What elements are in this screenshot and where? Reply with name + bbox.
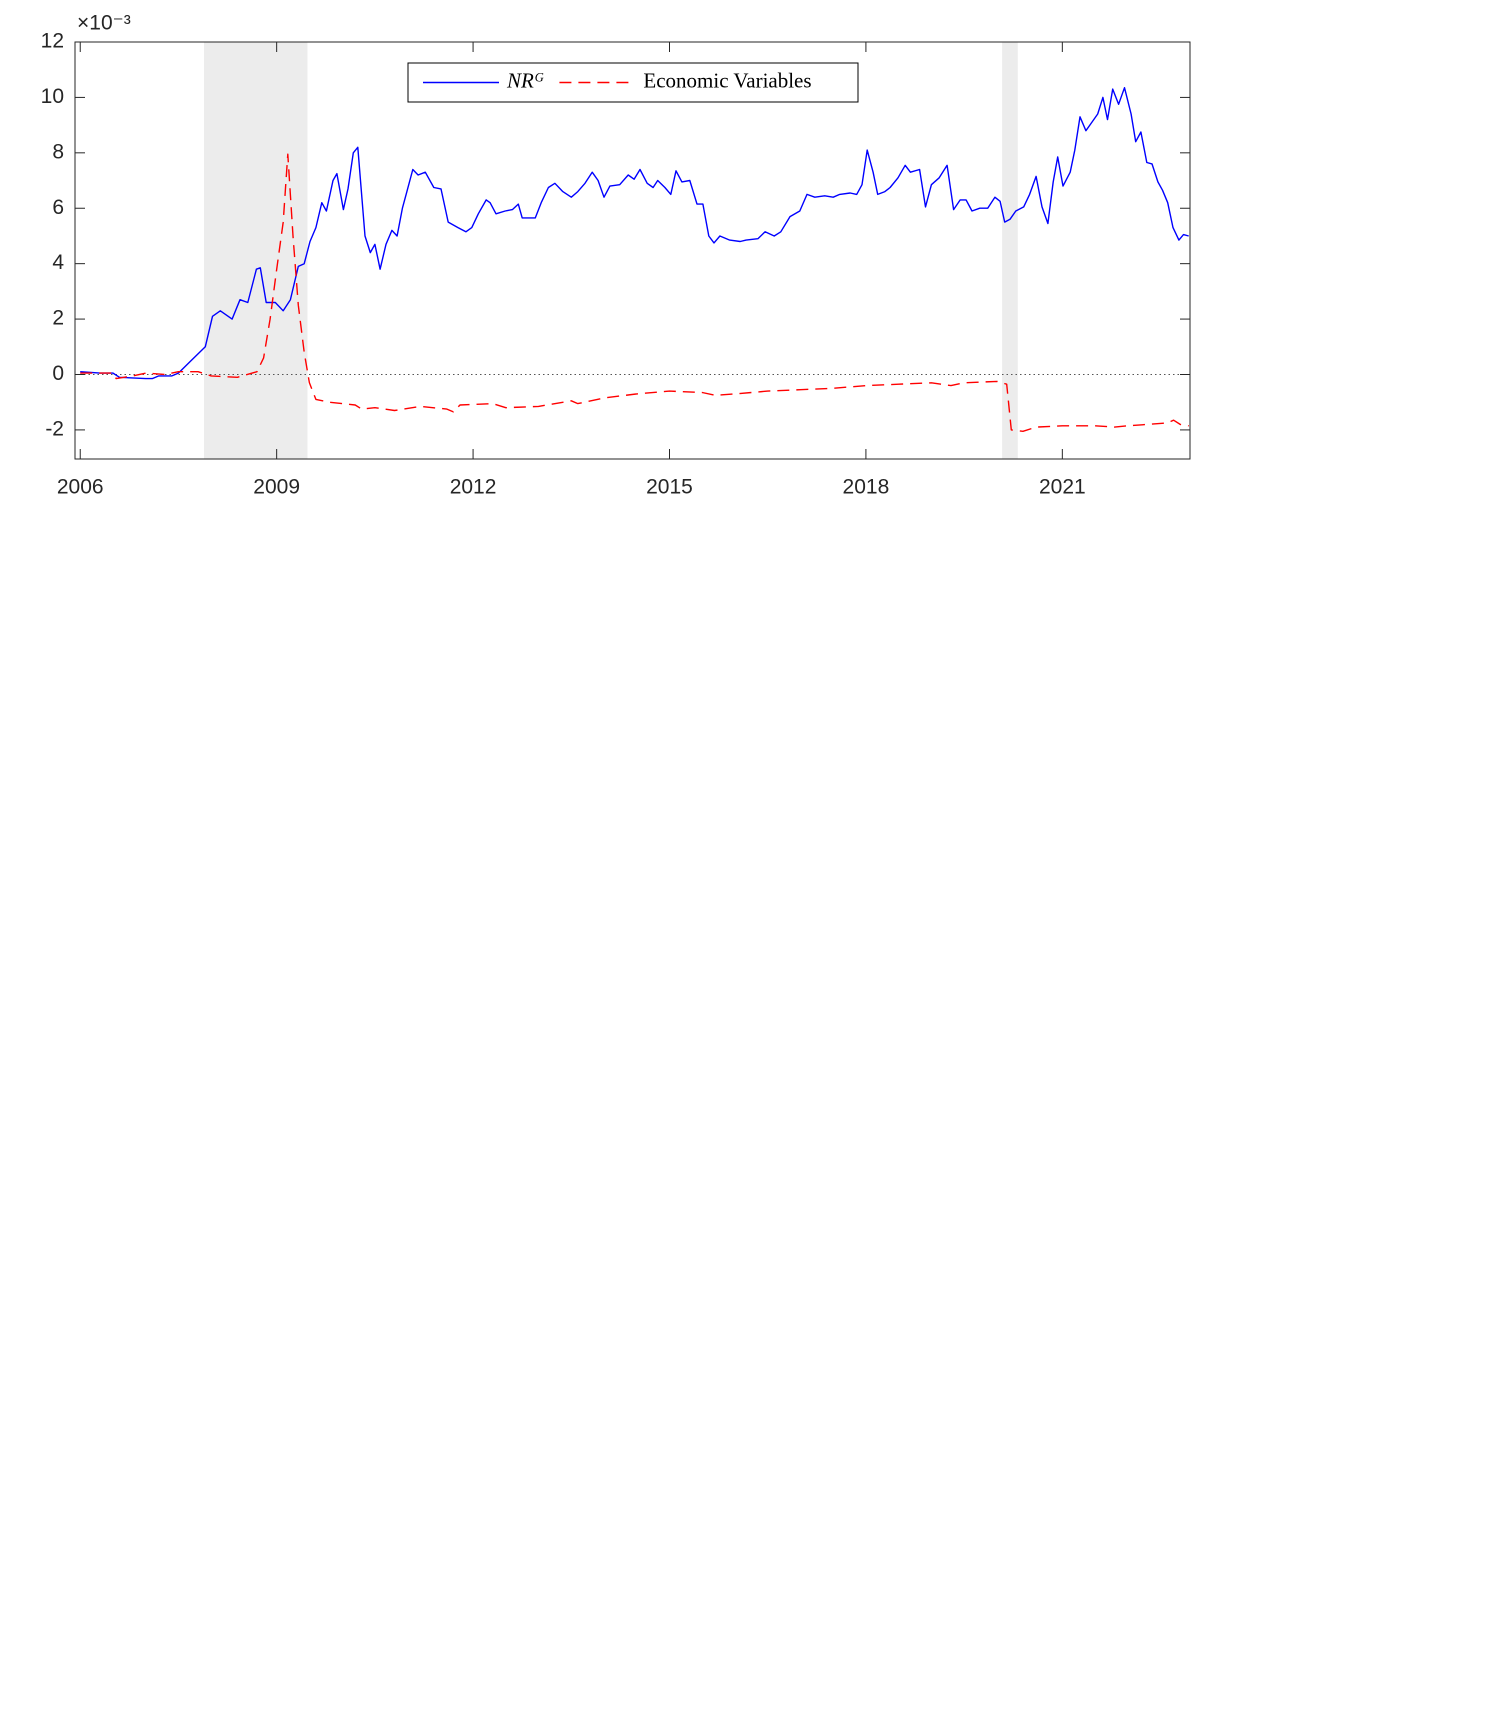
legend-label: NRᴳ bbox=[506, 68, 544, 92]
x-tick-label: 2018 bbox=[843, 476, 890, 499]
y-exponent: ×10⁻³ bbox=[77, 12, 131, 35]
series-line bbox=[80, 87, 1189, 380]
axes-box bbox=[74, 41, 1191, 460]
x-tick-label: 2021 bbox=[1039, 476, 1086, 499]
y-tick-label: 4 bbox=[52, 251, 64, 274]
y-tick-label: 10 bbox=[41, 85, 64, 108]
y-tick-label: 6 bbox=[52, 196, 64, 219]
legend-label: Economic Variables bbox=[643, 68, 811, 92]
y-tick-label: -2 bbox=[45, 417, 64, 440]
x-tick-label: 2015 bbox=[646, 476, 693, 499]
x-tick-label: 2006 bbox=[57, 476, 104, 499]
shaded-region bbox=[203, 42, 308, 459]
legend: NRᴳ Economic Variables bbox=[407, 62, 859, 103]
y-tick-label: 12 bbox=[41, 30, 64, 53]
y-tick-label: 2 bbox=[52, 307, 64, 330]
y-tick-label: 0 bbox=[52, 362, 64, 385]
x-tick-label: 2012 bbox=[450, 476, 497, 499]
series-line bbox=[80, 153, 1189, 432]
x-tick-label: 2009 bbox=[253, 476, 300, 499]
shaded-region bbox=[1002, 42, 1018, 459]
y-tick-label: 8 bbox=[52, 140, 64, 163]
